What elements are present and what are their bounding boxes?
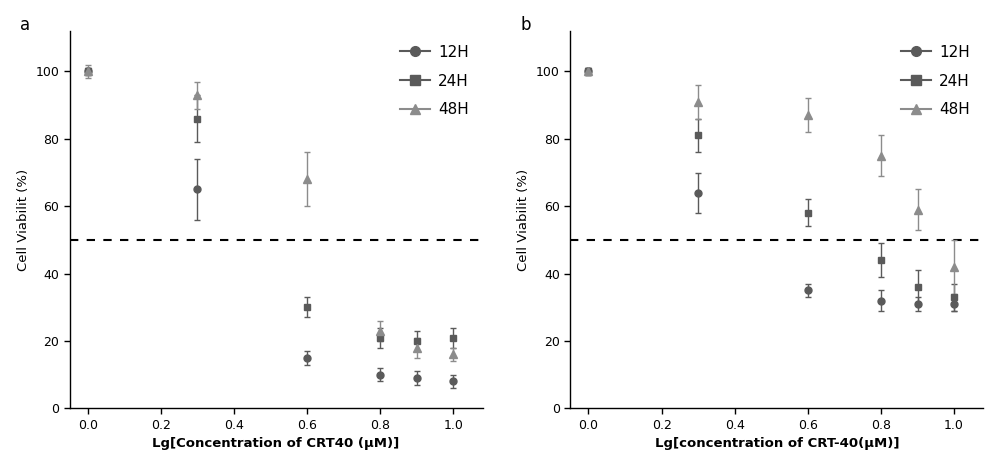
X-axis label: Lg[concentration of CRT-40(μM)]: Lg[concentration of CRT-40(μM)] [655, 437, 899, 450]
Legend: 12H, 24H, 48H: 12H, 24H, 48H [895, 39, 976, 123]
X-axis label: Lg[Concentration of CRT40 (μM)]: Lg[Concentration of CRT40 (μM)] [152, 437, 400, 450]
Text: a: a [20, 16, 30, 34]
Legend: 12H, 24H, 48H: 12H, 24H, 48H [394, 39, 475, 123]
Y-axis label: Cell Viabilit (%): Cell Viabilit (%) [17, 169, 30, 271]
Text: b: b [521, 16, 531, 34]
Y-axis label: Cell Viabilit (%): Cell Viabilit (%) [517, 169, 530, 271]
